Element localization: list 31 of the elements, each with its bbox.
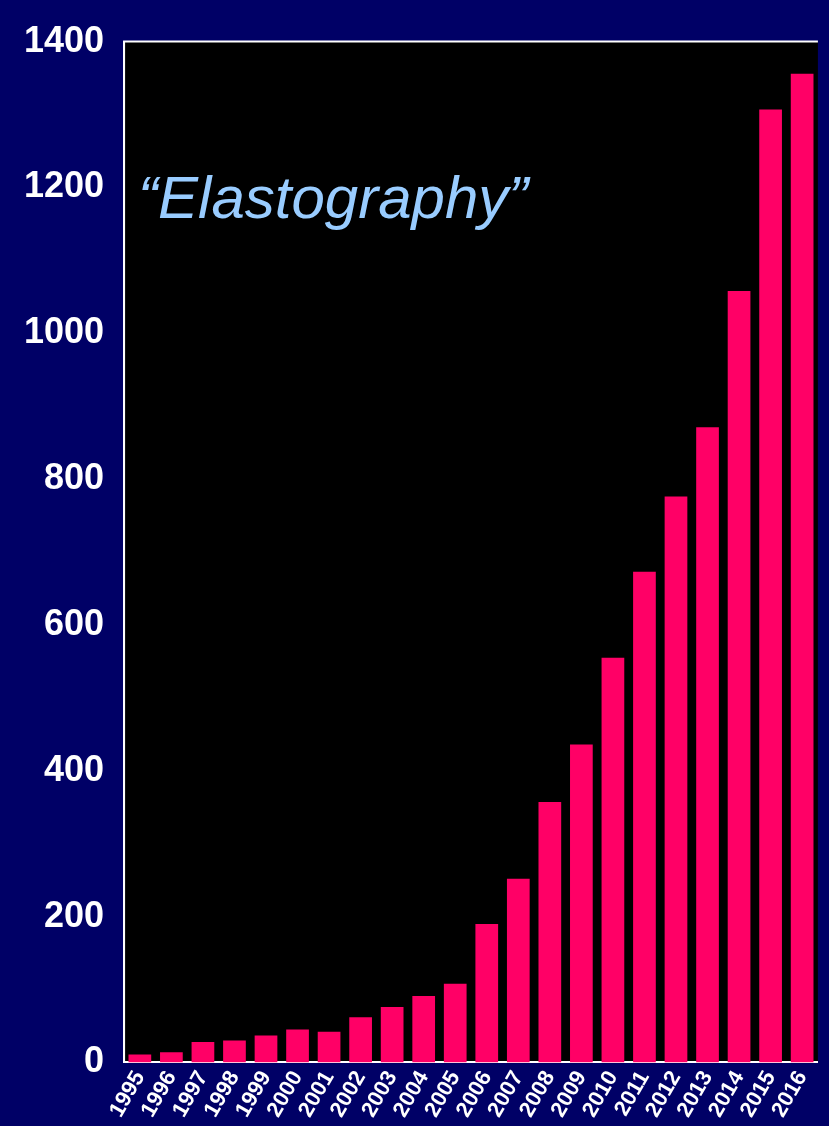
y-tick-label: 200 — [44, 893, 105, 935]
y-tick-label: 600 — [44, 601, 105, 643]
bar — [506, 878, 530, 1063]
y-tick-label: 400 — [44, 747, 105, 789]
bar — [538, 802, 562, 1063]
bar — [380, 1007, 404, 1063]
bar — [443, 983, 467, 1063]
bar — [191, 1042, 215, 1063]
bar — [727, 290, 751, 1063]
bar — [790, 73, 814, 1063]
annotation: “Elastography” — [138, 164, 532, 232]
bar — [696, 427, 719, 1063]
bar — [349, 1017, 372, 1063]
bar — [664, 496, 688, 1063]
y-tick-label: 1000 — [23, 310, 105, 352]
bar — [601, 657, 625, 1063]
bar — [759, 109, 782, 1063]
bar — [475, 923, 499, 1063]
bar — [412, 996, 436, 1063]
bar — [160, 1052, 183, 1063]
bar — [570, 744, 593, 1063]
y-tick-label: 1400 — [23, 18, 105, 60]
bar — [223, 1040, 246, 1063]
bar — [286, 1029, 309, 1063]
y-tick-label: 0 — [84, 1039, 105, 1081]
y-tick-label: 1200 — [23, 164, 105, 206]
bar — [317, 1031, 341, 1063]
bar — [254, 1035, 278, 1063]
bar — [633, 571, 656, 1063]
bar — [128, 1054, 152, 1063]
y-tick-label: 800 — [44, 456, 105, 498]
